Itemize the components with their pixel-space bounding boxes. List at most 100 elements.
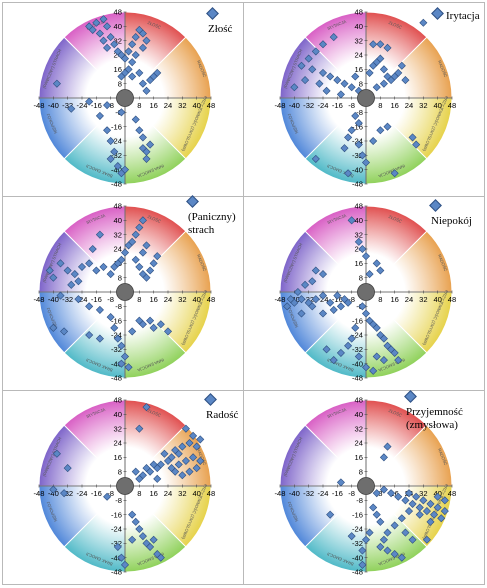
data-point	[390, 550, 399, 559]
data-point	[135, 262, 144, 271]
data-point	[95, 334, 104, 343]
y-tick-label: 16	[114, 453, 122, 462]
segment-label: ZŁOŚĆ	[147, 20, 162, 30]
y-tick-label: -40	[111, 359, 122, 368]
data-point	[376, 266, 385, 275]
data-point	[146, 542, 155, 551]
x-tick-label: 40	[192, 101, 200, 110]
y-tick-label: -32	[352, 539, 363, 548]
data-point	[99, 15, 108, 24]
x-tick-label: 24	[405, 295, 413, 304]
data-point	[397, 553, 406, 562]
data-point	[422, 507, 431, 516]
y-tick-label: 32	[355, 230, 363, 239]
data-point	[113, 162, 122, 171]
legend: Niepokój	[429, 199, 484, 228]
data-point	[138, 216, 147, 225]
data-point	[365, 270, 374, 279]
data-point	[120, 248, 130, 257]
data-point	[394, 356, 403, 365]
data-point	[153, 68, 162, 77]
sectors	[279, 205, 453, 379]
data-point	[117, 341, 126, 350]
data-point	[390, 169, 399, 178]
legend: Radość	[204, 393, 243, 422]
x-tick-label: -16	[91, 295, 102, 304]
data-point	[142, 403, 151, 412]
data-point	[422, 535, 431, 544]
data-point	[142, 86, 151, 95]
x-tick-label: -40	[48, 295, 59, 304]
data-point	[361, 252, 371, 261]
data-point	[379, 79, 388, 88]
data-point	[106, 270, 115, 279]
center-disc	[116, 283, 134, 301]
data-point	[318, 270, 328, 279]
data-point	[138, 320, 147, 329]
data-point	[103, 43, 112, 52]
x-tick-label: -16	[91, 489, 102, 498]
data-point	[67, 104, 76, 113]
data-point	[322, 86, 331, 95]
data-point	[383, 442, 392, 451]
data-point	[401, 76, 410, 85]
x-tick-label: 48	[207, 101, 215, 110]
x-tick-label: -16	[91, 101, 102, 110]
y-tick-label: -48	[352, 180, 363, 189]
x-tick-label: 8	[137, 489, 141, 498]
data-point	[369, 366, 378, 375]
data-point	[354, 140, 363, 149]
y-tick-label: -24	[352, 331, 363, 340]
data-point	[138, 248, 147, 257]
data-point	[174, 460, 183, 469]
data-point	[138, 532, 147, 541]
y-tick-label: 8	[118, 467, 122, 476]
data-point	[318, 309, 328, 318]
data-point	[92, 18, 101, 27]
data-point	[106, 154, 115, 163]
y-tick-label: 32	[355, 36, 363, 45]
data-point	[74, 295, 83, 304]
x-tick-label: 48	[448, 489, 456, 498]
data-point	[379, 334, 388, 343]
segment-label: RADOŚĆ	[196, 254, 207, 272]
points	[290, 18, 428, 178]
data-point	[149, 259, 158, 268]
x-tick-label: 8	[137, 295, 141, 304]
legend-marker-icon	[204, 393, 217, 406]
data-point	[311, 154, 320, 163]
data-point	[297, 61, 306, 70]
data-point	[358, 151, 367, 160]
data-point	[117, 359, 126, 368]
data-point	[106, 313, 115, 322]
x-tick-label: -24	[318, 101, 329, 110]
data-point	[74, 277, 83, 286]
y-tick-label: 40	[355, 410, 363, 419]
data-point	[361, 158, 371, 167]
legend-label: Radość	[206, 409, 239, 421]
data-point	[383, 546, 392, 555]
legend: Złość	[206, 7, 243, 36]
y-tick-label: 16	[355, 259, 363, 268]
x-tick-label: -40	[289, 101, 300, 110]
data-point	[354, 119, 363, 128]
y-tick-label: -24	[111, 525, 122, 534]
data-point	[49, 273, 58, 282]
y-tick-label: -40	[352, 553, 363, 562]
data-point	[372, 259, 381, 268]
segment-label: RADOŚĆ	[437, 60, 448, 78]
data-point	[390, 348, 399, 357]
data-point	[379, 485, 388, 494]
data-point	[430, 510, 439, 519]
data-point	[419, 18, 428, 27]
data-point	[196, 456, 205, 465]
x-tick-label: 8	[378, 295, 382, 304]
data-point	[131, 33, 140, 42]
data-point	[372, 510, 381, 519]
y-tick-label: -40	[111, 553, 122, 562]
data-point	[120, 352, 130, 361]
data-point	[347, 532, 356, 541]
data-point	[124, 47, 133, 56]
data-point	[131, 517, 140, 526]
